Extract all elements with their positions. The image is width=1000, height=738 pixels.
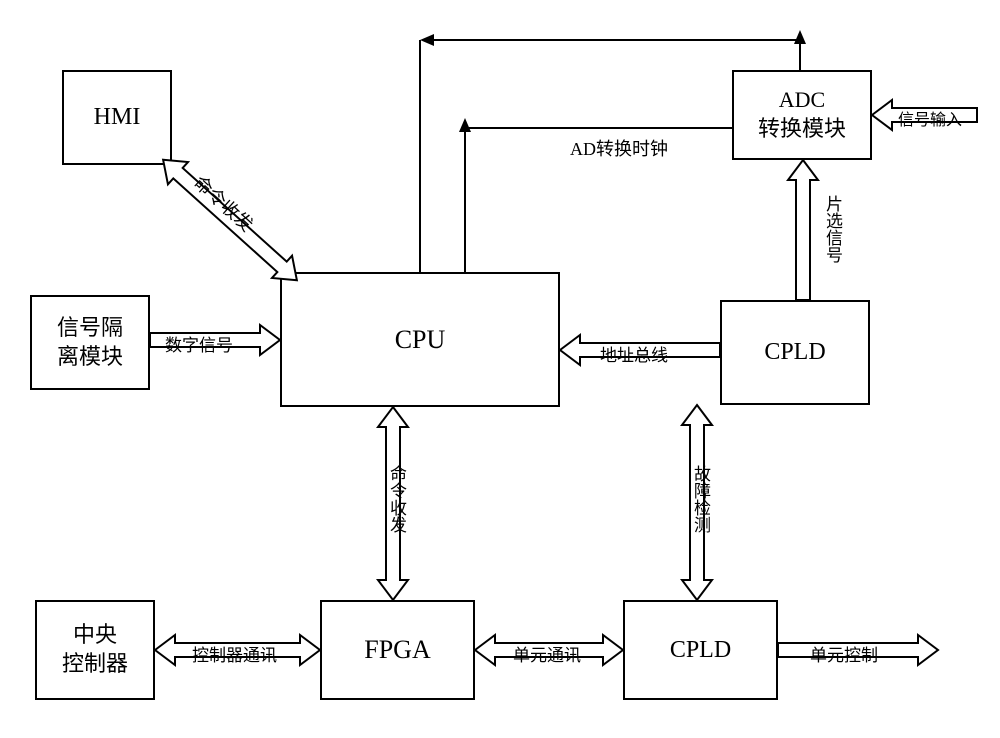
label-ad-clock: AD转换时钟 [570, 135, 668, 161]
node-adc: ADC 转换模块 [732, 70, 872, 160]
label-addr-bus: 地址总线 [600, 341, 668, 366]
node-fpga: FPGA [320, 600, 475, 700]
label-ctrl-comm: 控制器通讯 [192, 641, 277, 666]
node-cpld1: CPLD [720, 300, 870, 405]
label-chip-sel: 片选信号 [820, 195, 845, 263]
node-iso: 信号隔 离模块 [30, 295, 150, 390]
node-cpu: CPU [280, 272, 560, 407]
node-cpld2: CPLD [623, 600, 778, 700]
label-digital: 数字信号 [165, 331, 233, 356]
arrow-chip-sel [788, 160, 818, 300]
label-unit-ctrl: 单元控制 [810, 641, 878, 666]
label-fault: 故障检测 [688, 465, 713, 533]
label-signal-in: 信号输入 [898, 106, 962, 130]
label-cmd-fpga: 命令收发 [384, 465, 409, 533]
node-central: 中央 控制器 [35, 600, 155, 700]
label-unit-comm: 单元通讯 [513, 641, 581, 666]
